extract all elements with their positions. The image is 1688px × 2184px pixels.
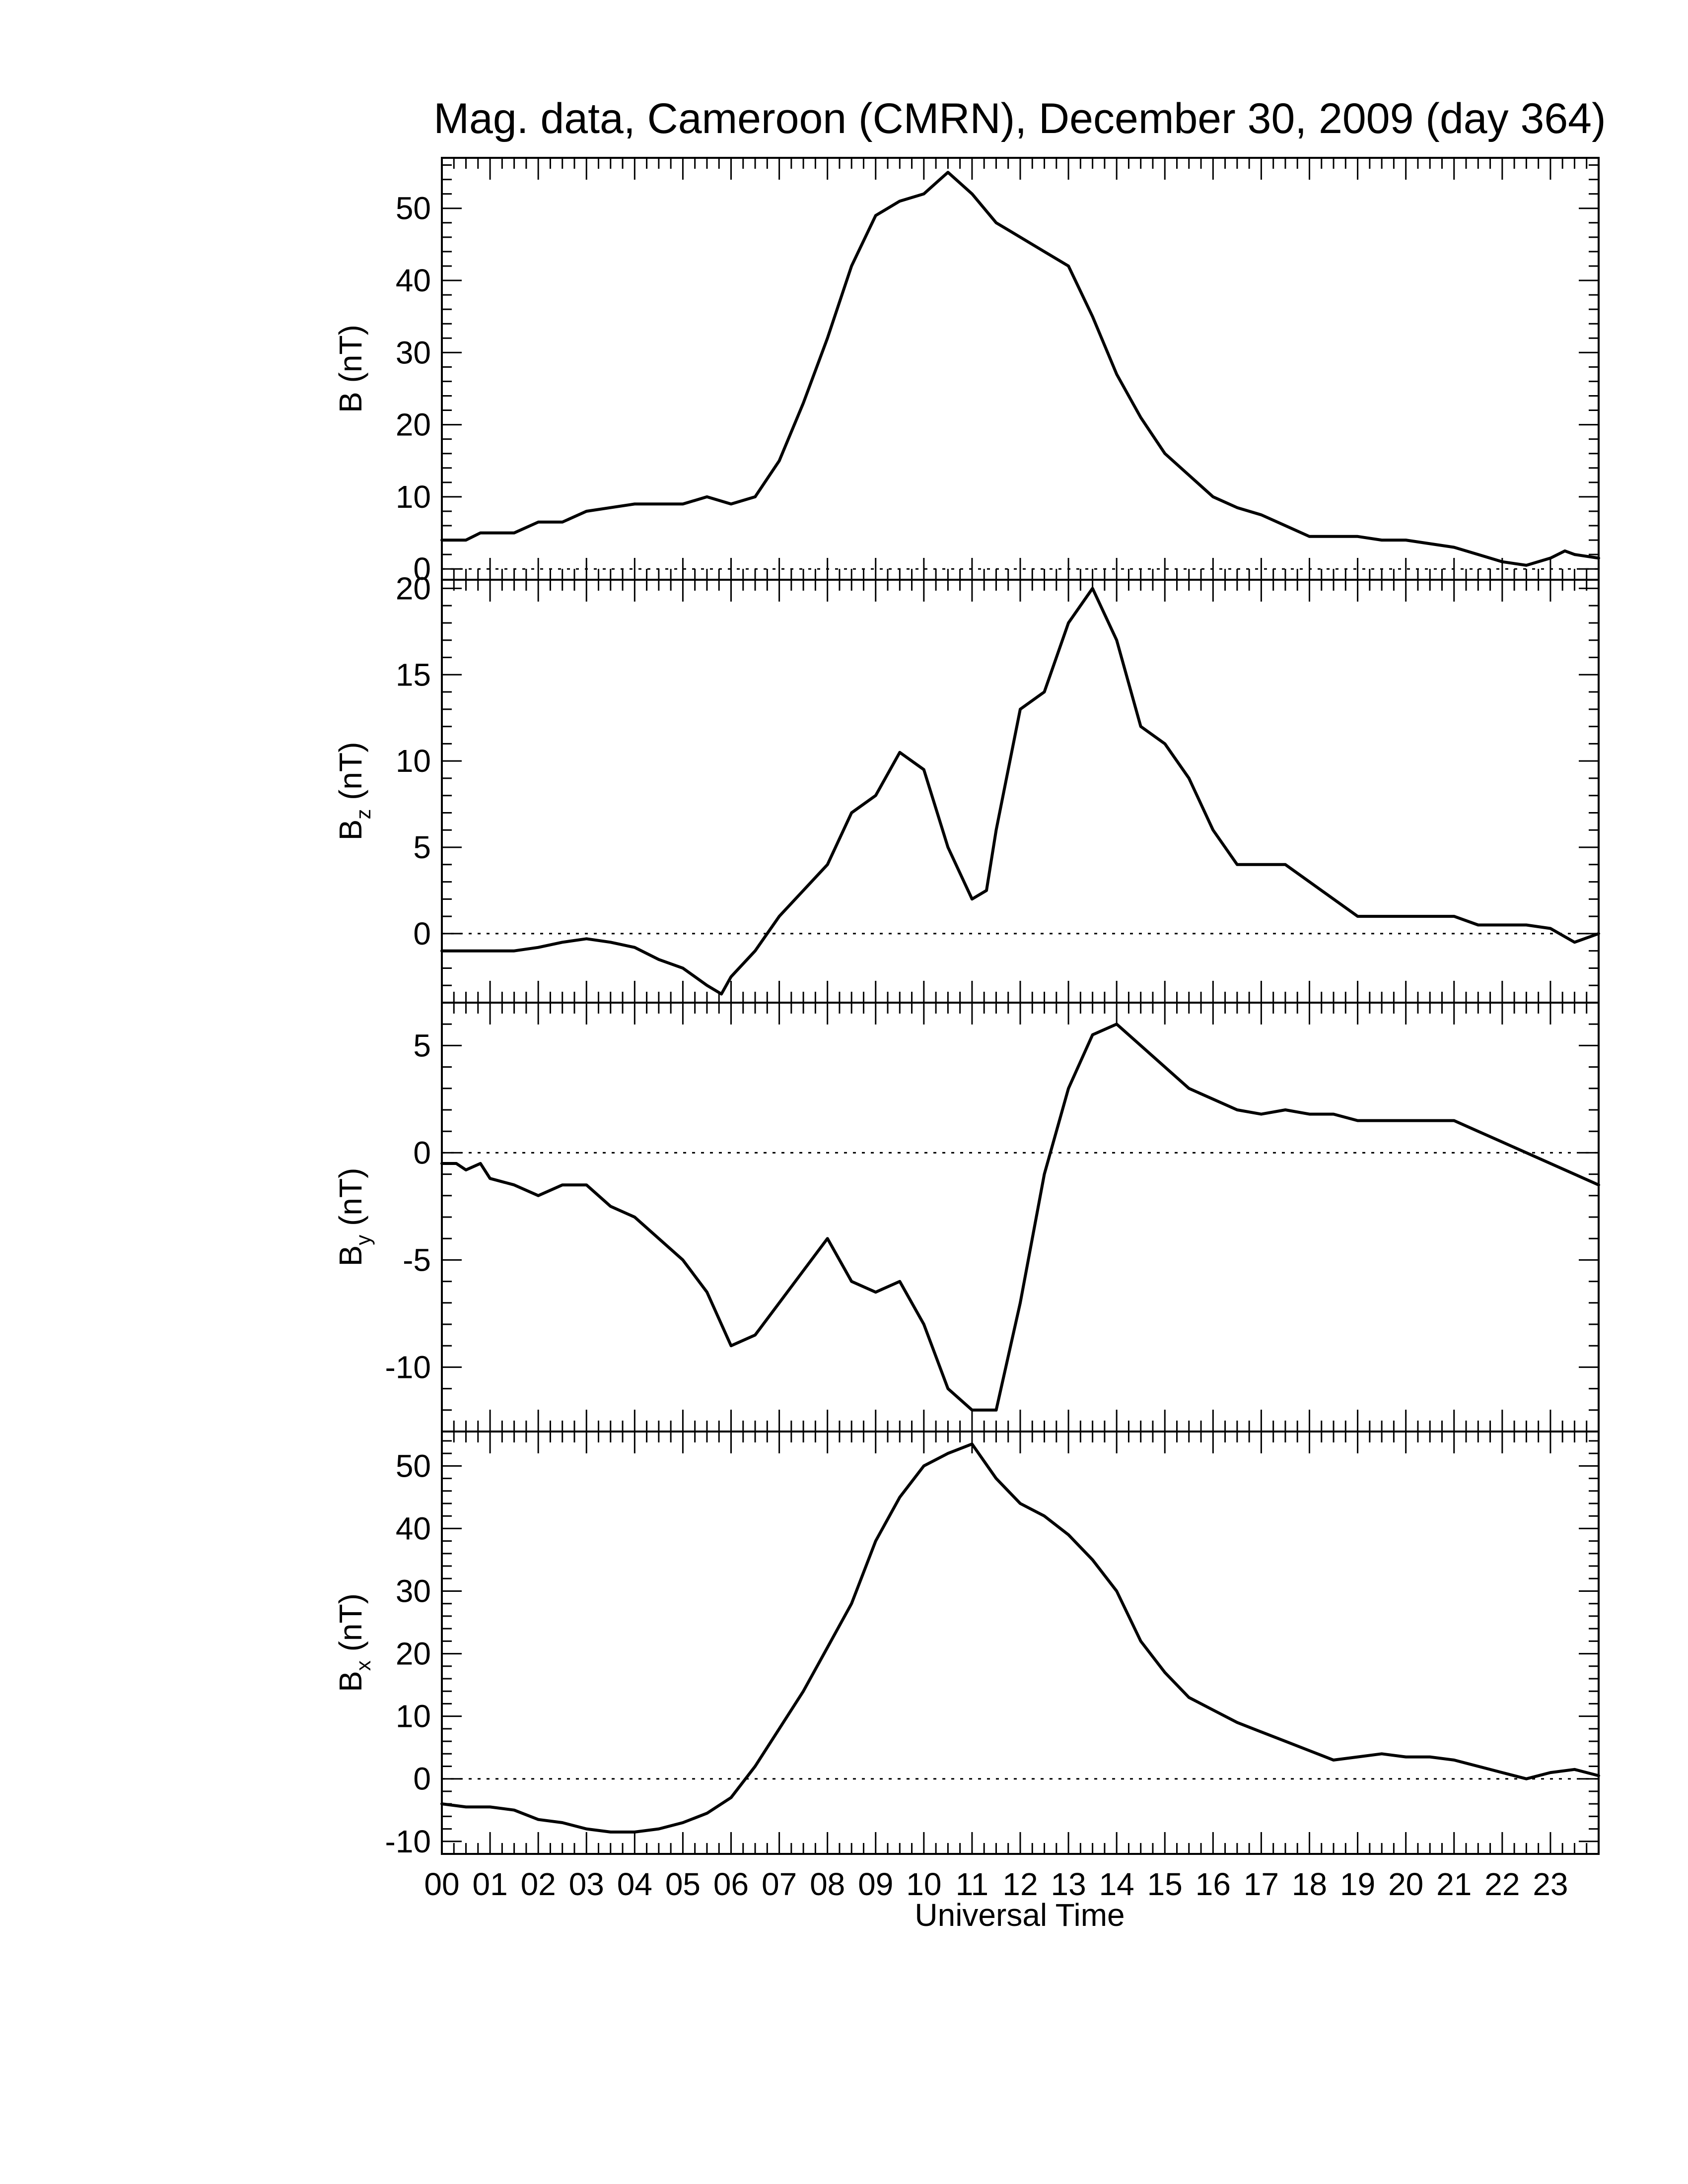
x-tick-label: 22 xyxy=(1484,1866,1520,1902)
y-tick-label: 0 xyxy=(413,916,431,952)
x-tick-label: 06 xyxy=(713,1866,749,1902)
series-line-Bz xyxy=(440,587,1600,996)
x-tick-label: 04 xyxy=(617,1866,652,1902)
y-axis-label: Bx (nT) xyxy=(333,1593,375,1692)
y-tick-label: 50 xyxy=(396,1448,431,1484)
x-tick-label: 13 xyxy=(1051,1866,1086,1902)
y-tick-label: -5 xyxy=(403,1242,431,1278)
y-tick-label: 30 xyxy=(396,1573,431,1609)
panel-By: -10 -5 0 5 By (nT) xyxy=(333,1002,1600,1433)
x-tick-label: 01 xyxy=(472,1866,507,1902)
y-tick-label: -10 xyxy=(385,1349,431,1385)
panel-frame-Bz xyxy=(441,579,1600,1004)
y-tick-label: 40 xyxy=(396,263,431,298)
x-tick-label: 23 xyxy=(1533,1866,1568,1902)
y-tick-label: 5 xyxy=(413,829,431,865)
x-tick-label: 17 xyxy=(1244,1866,1279,1902)
x-tick-label: 09 xyxy=(858,1866,893,1902)
x-tick-label: 15 xyxy=(1147,1866,1183,1902)
x-tick-label: 14 xyxy=(1099,1866,1134,1902)
x-tick-label: 11 xyxy=(956,1866,988,1902)
x-tick-label: 08 xyxy=(810,1866,845,1902)
y-tick-label: 20 xyxy=(396,407,431,443)
y-axis-label: Bz (nT) xyxy=(333,742,375,841)
series-line-By xyxy=(440,1023,1600,1412)
x-tick-label: 12 xyxy=(1002,1866,1038,1902)
y-tick-label: 0 xyxy=(413,1135,431,1170)
y-tick-label: 10 xyxy=(396,479,431,515)
y-tick-label: -10 xyxy=(385,1824,431,1859)
panel-frame-Bx xyxy=(441,1431,1600,1855)
x-axis-label: Universal Time xyxy=(914,1897,1125,1933)
series-line-B xyxy=(440,171,1600,567)
x-tick-label: 10 xyxy=(906,1866,941,1902)
x-tick-label: 03 xyxy=(569,1866,604,1902)
panel-frame-B xyxy=(441,157,1600,581)
chart-title: Mag. data, Cameroon (CMRN), December 30,… xyxy=(433,95,1606,142)
y-tick-label: 20 xyxy=(396,1636,431,1672)
y-tick-label: 0 xyxy=(413,1761,431,1797)
y-tick-label: 0 xyxy=(413,551,431,587)
y-tick-label: 20 xyxy=(396,570,431,606)
y-tick-label: 50 xyxy=(396,191,431,226)
y-tick-label: 15 xyxy=(396,657,431,692)
x-tick-label: 20 xyxy=(1388,1866,1423,1902)
x-tick-label: 02 xyxy=(521,1866,556,1902)
y-tick-label: 5 xyxy=(413,1027,431,1063)
x-tick-label: 05 xyxy=(665,1866,701,1902)
panel-frame-By xyxy=(441,1002,1600,1433)
x-tick-label: 18 xyxy=(1292,1866,1327,1902)
y-tick-label: 10 xyxy=(396,743,431,779)
y-tick-label: 10 xyxy=(396,1699,431,1734)
x-tick-label: 07 xyxy=(762,1866,797,1902)
x-tick-label: 21 xyxy=(1436,1866,1472,1902)
y-axis-label: B (nT) xyxy=(333,325,368,413)
panels-group: 0 10 20 30 40 50 B (nT) 0 5 10 15 20 Bz (nT) -10 -5 0 5 B… xyxy=(333,157,1600,1859)
panel-B: 0 10 20 30 40 50 B (nT) xyxy=(333,157,1600,587)
y-tick-label: 30 xyxy=(396,335,431,370)
panel-Bx: -10 0 10 20 30 40 50 Bx (nT) xyxy=(333,1431,1600,1859)
x-tick-label: 00 xyxy=(424,1866,459,1902)
series-line-Bx xyxy=(440,1442,1600,1834)
x-tick-label: 19 xyxy=(1340,1866,1375,1902)
panel-Bz: 0 5 10 15 20 Bz (nT) xyxy=(333,570,1600,1004)
x-tick-labels: 00 01 02 03 04 05 06 07 08 09 10 11 12 13 14 15 16 17 18 19… xyxy=(424,1866,1568,1902)
y-axis-label: By (nT) xyxy=(333,1168,375,1267)
y-tick-label: 40 xyxy=(396,1510,431,1546)
x-tick-label: 16 xyxy=(1196,1866,1231,1902)
